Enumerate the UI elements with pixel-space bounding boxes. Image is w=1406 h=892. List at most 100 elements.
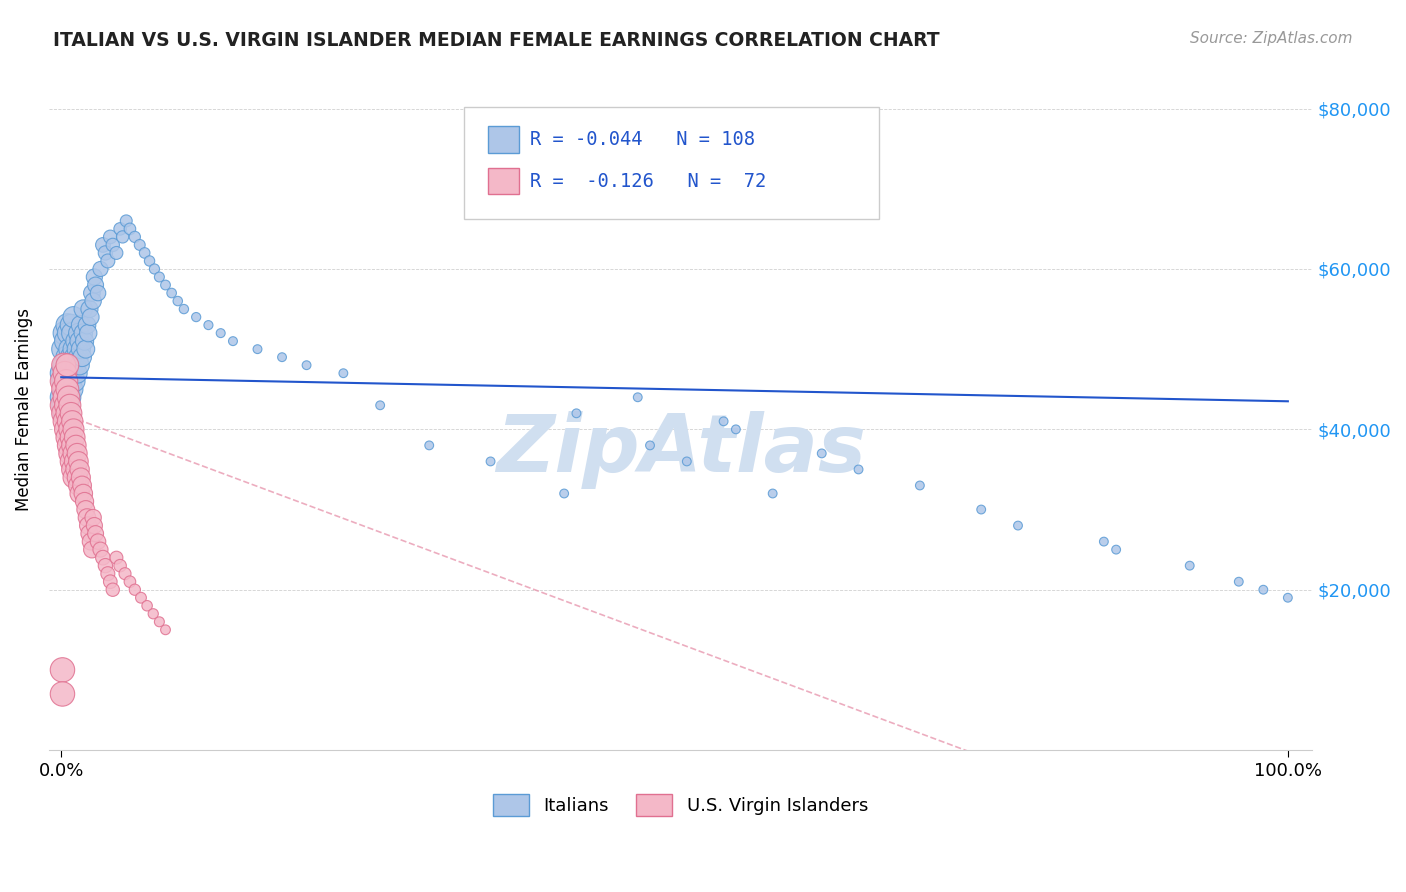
Point <box>62 422 84 436</box>
Point <box>209 326 232 340</box>
Point <box>84 278 107 293</box>
Point <box>479 454 502 468</box>
Point <box>56 358 79 372</box>
Point <box>675 454 697 468</box>
Point <box>108 222 131 236</box>
Point <box>908 478 931 492</box>
Point <box>105 246 128 260</box>
Point <box>70 350 93 364</box>
Point <box>51 390 73 404</box>
Point <box>63 374 86 388</box>
Point <box>1277 591 1299 605</box>
Point <box>80 286 103 301</box>
Point <box>59 366 82 380</box>
Point <box>52 382 75 396</box>
Point <box>148 270 170 285</box>
Point <box>84 526 107 541</box>
Point <box>70 318 93 332</box>
Point <box>77 518 100 533</box>
Point <box>246 342 269 356</box>
Point <box>65 438 87 452</box>
Point <box>59 422 82 436</box>
Point <box>155 623 177 637</box>
Point <box>51 398 73 412</box>
Point <box>101 238 124 252</box>
Point <box>63 454 86 468</box>
Point <box>58 382 80 396</box>
Point <box>60 454 83 468</box>
Point <box>55 422 77 436</box>
Point <box>69 334 91 348</box>
Point <box>67 454 90 468</box>
Y-axis label: Median Female Earnings: Median Female Earnings <box>15 308 32 511</box>
Point <box>160 286 183 301</box>
Point <box>89 262 111 277</box>
Point <box>60 414 83 428</box>
Point <box>75 342 97 356</box>
Point <box>56 350 79 364</box>
Point <box>142 607 165 621</box>
Point <box>79 310 101 324</box>
Point <box>77 326 100 340</box>
Point <box>62 342 84 356</box>
Point <box>65 334 87 348</box>
Point <box>72 326 94 340</box>
Point <box>79 526 101 541</box>
Point <box>62 310 84 324</box>
Point <box>83 270 105 285</box>
Point <box>1178 558 1201 573</box>
Point <box>66 446 89 460</box>
Point <box>111 230 134 244</box>
Text: R =  -0.126   N =  72: R = -0.126 N = 72 <box>530 171 766 191</box>
Point <box>56 374 79 388</box>
Point <box>94 558 117 573</box>
Point <box>553 486 575 500</box>
Point <box>94 246 117 260</box>
Point <box>56 430 79 444</box>
Point <box>52 406 75 420</box>
Point <box>60 374 83 388</box>
Point <box>66 366 89 380</box>
Point <box>80 542 103 557</box>
Point <box>69 486 91 500</box>
Point <box>53 326 76 340</box>
Point <box>52 374 75 388</box>
Point <box>53 406 76 420</box>
Point <box>91 550 114 565</box>
Point <box>56 318 79 332</box>
Point <box>1105 542 1128 557</box>
Text: ITALIAN VS U.S. VIRGIN ISLANDER MEDIAN FEMALE EARNINGS CORRELATION CHART: ITALIAN VS U.S. VIRGIN ISLANDER MEDIAN F… <box>53 31 941 50</box>
Text: ZipAtlas: ZipAtlas <box>496 411 866 489</box>
Point <box>970 502 993 516</box>
Point <box>72 486 94 500</box>
Point <box>98 574 121 589</box>
Point <box>66 470 89 484</box>
Point <box>72 301 94 316</box>
Point <box>118 574 141 589</box>
Point <box>638 438 661 452</box>
Point <box>69 462 91 476</box>
Point <box>166 294 188 309</box>
Point <box>53 390 76 404</box>
Point <box>58 438 80 452</box>
Point <box>59 390 82 404</box>
Point <box>60 406 83 420</box>
Point <box>143 262 166 277</box>
Point <box>69 358 91 372</box>
Point <box>565 406 588 420</box>
Point <box>63 350 86 364</box>
Point <box>76 510 98 524</box>
Point <box>52 398 75 412</box>
Point <box>108 558 131 573</box>
Point <box>87 286 110 301</box>
Point <box>53 358 76 372</box>
Text: Source: ZipAtlas.com: Source: ZipAtlas.com <box>1189 31 1353 46</box>
Point <box>101 582 124 597</box>
Point <box>762 486 785 500</box>
Point <box>83 518 105 533</box>
Point <box>97 254 120 268</box>
Point <box>73 494 96 508</box>
Point <box>186 310 208 324</box>
Point <box>73 334 96 348</box>
Point <box>1227 574 1250 589</box>
